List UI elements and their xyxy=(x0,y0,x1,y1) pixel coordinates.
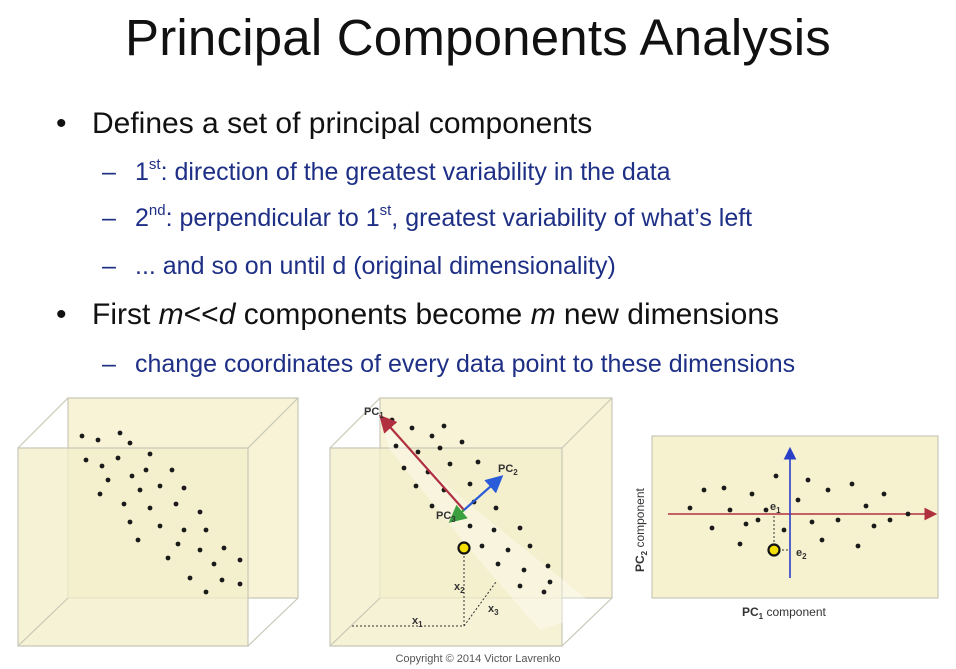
svg-text:e2: e2 xyxy=(796,547,807,561)
x2-subscript: 2 xyxy=(460,586,465,595)
bullet-2-end: new dimensions xyxy=(555,298,780,331)
svg-text:PC2 component: PC2 component xyxy=(633,488,649,572)
x1-subscript: 1 xyxy=(418,620,423,629)
dash-marker: – xyxy=(102,350,116,378)
pc1-label: PC xyxy=(364,406,379,418)
subbullet-1-text: 1st: direction of the greatest variabili… xyxy=(135,156,671,187)
e1-label: e xyxy=(770,501,776,513)
bullet-2-mid: components become xyxy=(235,298,531,331)
figure-3-projection: e1 e2 PC1 component PC2 component xyxy=(633,435,939,621)
bullet-marker: • xyxy=(56,298,67,331)
ordinal-number: 2 xyxy=(135,204,149,232)
ordinal-suffix: st xyxy=(148,156,161,173)
ordinal-suffix: nd xyxy=(148,202,166,219)
y-axis-label-pc: PC xyxy=(633,555,647,572)
svg-text:e1: e1 xyxy=(770,501,781,515)
dash-marker: – xyxy=(102,204,116,232)
figure-1-cube xyxy=(17,397,299,647)
pc1-subscript: 1 xyxy=(379,411,384,420)
dash-marker: – xyxy=(102,252,116,280)
var-d: d xyxy=(218,298,236,331)
x-axis-label-subscript: 1 xyxy=(759,612,764,621)
pca-figures: PC1 PC2 PC3 x2 x3 x1 e1 e2 PC1 component… xyxy=(17,397,939,647)
subbullet-1-body: : direction of the greatest variability … xyxy=(160,158,671,186)
pc3-label: PC xyxy=(436,510,451,522)
x3-label: x xyxy=(488,603,495,615)
y-axis-label-subscript: 2 xyxy=(640,550,649,555)
figure-2-pc-cube: PC1 PC2 PC3 x2 x3 x1 xyxy=(329,397,613,647)
pc3-subscript: 3 xyxy=(451,515,456,524)
svg-text:PC1 component: PC1 component xyxy=(742,605,826,621)
e2-subscript: 2 xyxy=(802,552,807,561)
subbullet-2-text: 2nd: perpendicular to 1st, greatest vari… xyxy=(135,202,753,233)
much-less-than: << xyxy=(183,298,219,331)
subbullet-2-end: , greatest variability of what’s left xyxy=(391,204,753,232)
x-axis-label-pc: PC xyxy=(742,605,759,619)
ordinal-number: 1 xyxy=(135,158,149,186)
svg-text:PC2: PC2 xyxy=(498,463,518,477)
x-axis-label-text: component xyxy=(763,605,826,619)
svg-text:x2: x2 xyxy=(454,581,465,595)
ordinal-suffix: st xyxy=(379,202,392,219)
var-m: m xyxy=(530,298,556,331)
bullet-1-text: Defines a set of principal components xyxy=(92,107,593,140)
x2-label: x xyxy=(454,581,461,593)
e1-subscript: 1 xyxy=(776,506,781,515)
x3-subscript: 3 xyxy=(494,608,499,617)
e2-label: e xyxy=(796,547,802,559)
x1-label: x xyxy=(412,615,419,627)
dash-marker: – xyxy=(102,158,116,186)
var-m: m xyxy=(158,298,184,331)
subbullet-4-text: change coordinates of every data point t… xyxy=(135,350,796,378)
y-axis-label-text: component xyxy=(633,488,647,551)
svg-text:PC3: PC3 xyxy=(436,510,456,524)
subbullet-2-mid: : perpendicular to 1 xyxy=(165,204,380,232)
copyright-notice: Copyright © 2014 Victor Lavrenko xyxy=(395,653,561,665)
bullet-2-text: First m<<d components become m new dimen… xyxy=(92,298,779,332)
pc2-label: PC xyxy=(498,463,513,475)
svg-text:x1: x1 xyxy=(412,615,423,629)
bullet-2-pre: First xyxy=(92,298,159,331)
slide-title: Principal Components Analysis xyxy=(125,9,831,66)
bullet-marker: • xyxy=(56,107,67,140)
pc2-subscript: 2 xyxy=(513,468,518,477)
svg-text:x3: x3 xyxy=(488,603,499,617)
subbullet-3-text: ... and so on until d (original dimensio… xyxy=(135,252,616,280)
svg-text:PC1: PC1 xyxy=(364,406,384,420)
